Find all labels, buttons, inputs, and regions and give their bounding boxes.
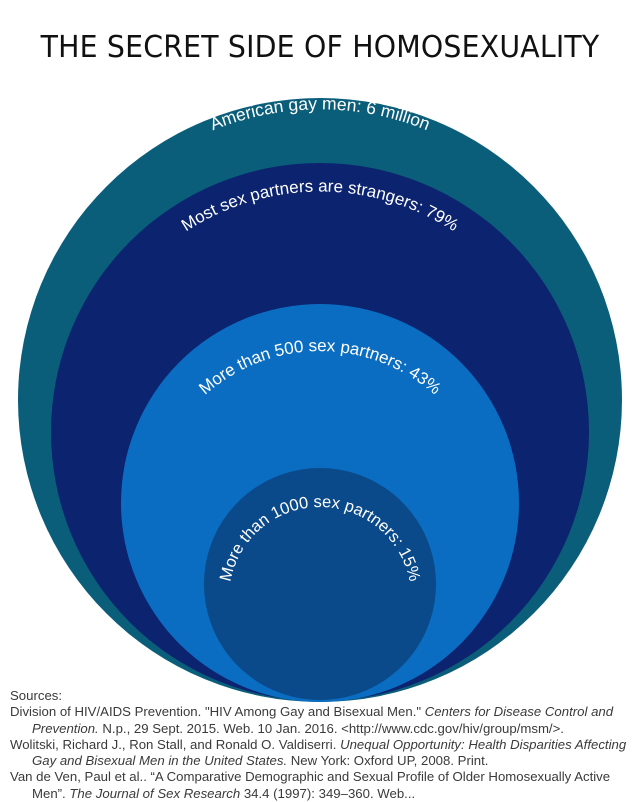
ref-title: Centers for Disease Control and Preventi… [32, 704, 614, 736]
sources-section: Sources: Division of HIV/AIDS Prevention… [10, 688, 635, 802]
source-reference-wolitski: Wolitski, Richard J., Ron Stall, and Ron… [10, 737, 635, 770]
ref-text: N.p., 29 Sept. 2015. Web. 10 Jan. 2016. … [98, 720, 564, 736]
sources-heading: Sources: [10, 688, 63, 703]
ref-text: Wolitski, Richard J., Ron Stall, and Ron… [10, 736, 341, 752]
ref-text: Division of HIV/AIDS Prevention. "HIV Am… [10, 704, 425, 720]
source-reference-van-de-ven: Van de Ven, Paul et al.. “A Comparative … [10, 769, 635, 802]
ref-title: The Journal of Sex Research [69, 785, 241, 801]
ref-text: New York: Oxford UP, 2008. Print. [287, 753, 489, 769]
ref-text: Van de Ven, Paul et al.. “A Comparative … [10, 769, 611, 801]
page-title: THE SECRET SIDE OF HOMOSEXUALITY [40, 30, 600, 65]
circle-1000-partners [204, 468, 436, 700]
ref-text: 34.4 (1997): 349–360. Web... [240, 785, 416, 801]
ref-title: Unequal Opportunity: Health Disparities … [32, 736, 627, 769]
source-reference-cdc: Division of HIV/AIDS Prevention. "HIV Am… [10, 704, 635, 737]
